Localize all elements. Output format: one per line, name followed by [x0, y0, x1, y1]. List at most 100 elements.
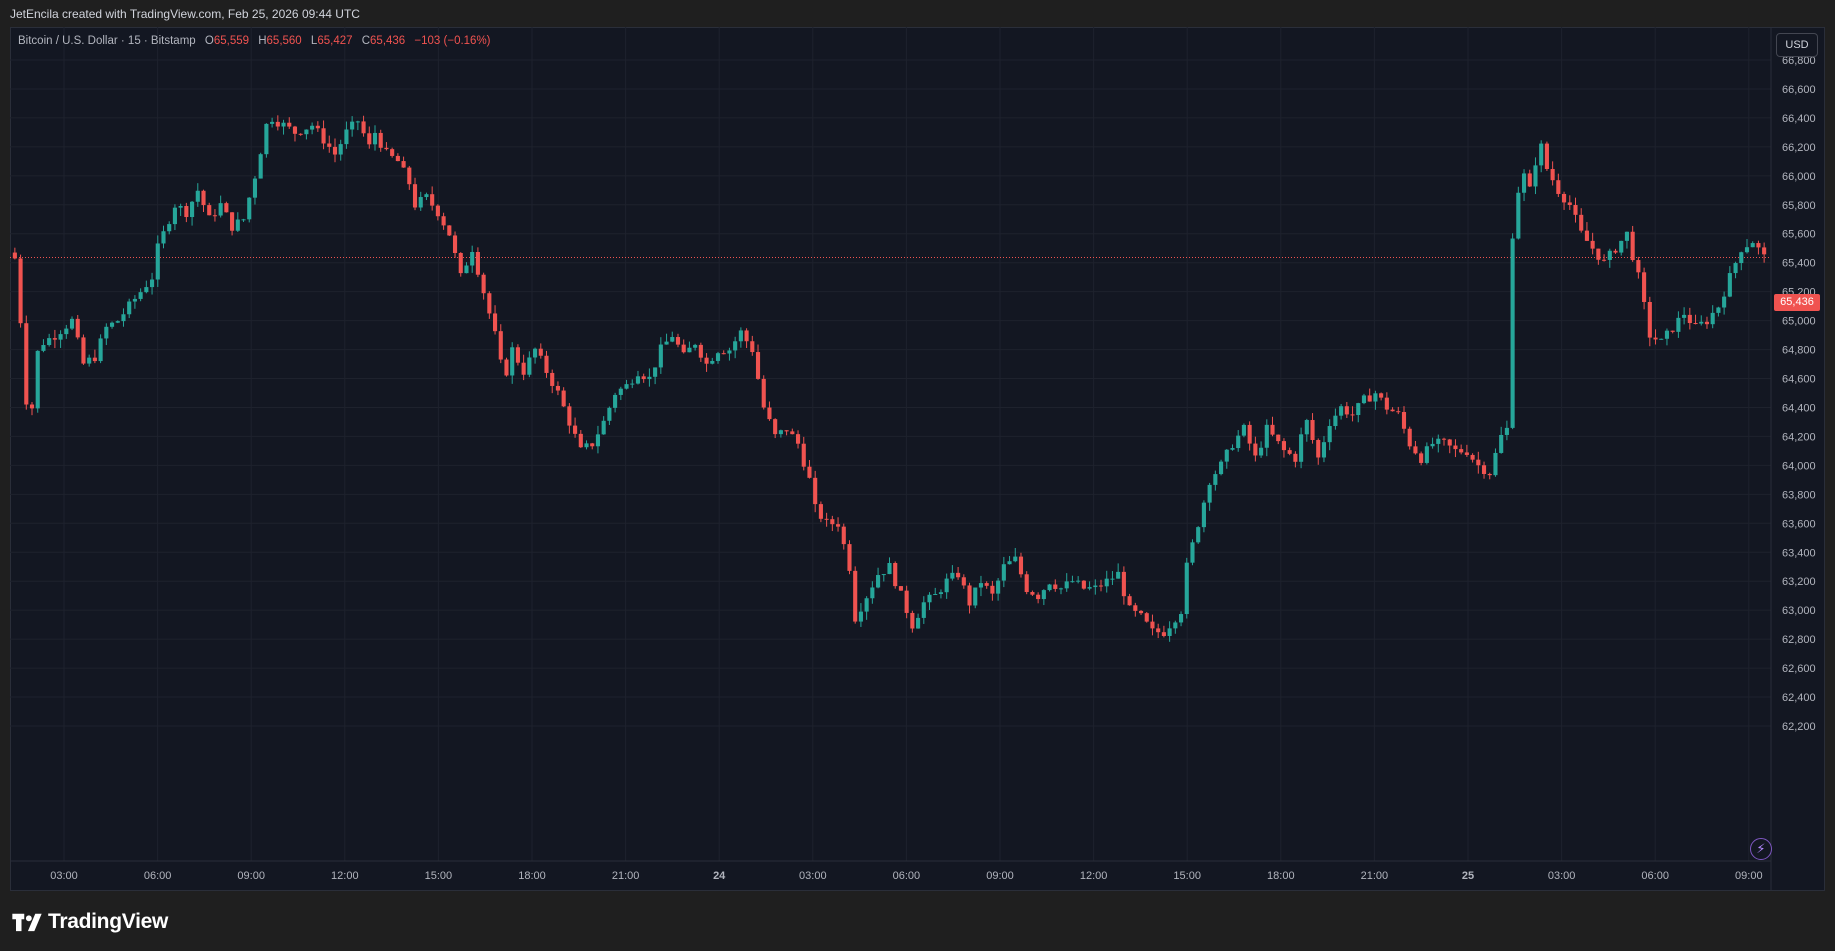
- candle-body: [132, 298, 137, 302]
- candle-body: [687, 347, 692, 353]
- candle-body: [738, 330, 743, 342]
- candle-body: [944, 578, 949, 593]
- candle-body: [1384, 397, 1389, 410]
- candle-body: [41, 345, 46, 351]
- price-tick-label: 63,000: [1782, 605, 1816, 617]
- candle-body: [1310, 420, 1315, 441]
- time-tick-label: 09:00: [237, 870, 265, 882]
- candle-body: [1196, 527, 1201, 543]
- candle-body: [327, 143, 332, 147]
- candle-body: [1178, 614, 1184, 623]
- candle-body: [1744, 247, 1750, 253]
- candle-body: [1270, 424, 1275, 435]
- candle-body: [1293, 453, 1298, 462]
- candle-body: [727, 350, 732, 354]
- lightning-icon[interactable]: ⚡: [1750, 838, 1772, 860]
- candle-body: [1201, 502, 1206, 528]
- grid: [10, 27, 1771, 861]
- candle-body: [407, 167, 412, 185]
- time-tick-label: 15:00: [1173, 870, 1201, 882]
- candle-body: [567, 406, 572, 426]
- candle-body: [1493, 452, 1498, 476]
- candle-body: [984, 583, 989, 586]
- change-value: −103 (−0.16%): [414, 35, 491, 47]
- candle-body: [670, 337, 675, 342]
- candle-body: [1030, 592, 1035, 595]
- candle-body: [870, 587, 875, 599]
- candle-body: [264, 123, 269, 155]
- candle-body: [1659, 338, 1664, 340]
- candle-body: [401, 161, 406, 168]
- candle-body: [950, 572, 955, 579]
- candle-body: [161, 231, 166, 244]
- candle-body: [298, 133, 303, 135]
- candle-body: [1699, 321, 1704, 324]
- price-axis[interactable]: 62,200 62,400 62,600 62,800 63,000 63,200 63,4…: [1782, 55, 1816, 733]
- candle-body: [52, 338, 57, 340]
- price-tick-label: 63,800: [1782, 489, 1816, 501]
- candle-body: [372, 132, 378, 145]
- brand-name: TradingView: [48, 910, 169, 933]
- candle-body: [1339, 406, 1344, 416]
- candle-body: [658, 344, 663, 368]
- candle-body: [1098, 585, 1104, 587]
- candle-body: [1579, 214, 1584, 231]
- candle-body: [1236, 435, 1241, 449]
- candle-body: [1373, 393, 1378, 402]
- candle-body: [1407, 428, 1412, 447]
- candle-body: [384, 147, 389, 150]
- candle-body: [452, 235, 458, 254]
- candle-body: [58, 334, 63, 340]
- candle-body: [321, 128, 326, 144]
- candle-body: [127, 301, 132, 315]
- candle-body: [876, 575, 881, 588]
- candle-body: [1018, 556, 1024, 575]
- open-label: O: [204, 35, 214, 47]
- candle-body: [561, 390, 566, 407]
- candle-body: [504, 359, 509, 376]
- candle-body: [1521, 173, 1527, 193]
- price-tick-label: 66,600: [1782, 84, 1816, 96]
- tradingview-brand[interactable]: TradingView: [10, 908, 168, 936]
- candle-body: [395, 155, 400, 162]
- candle-body: [1321, 442, 1327, 458]
- candle-body: [1138, 610, 1144, 614]
- price-tick-label: 63,600: [1782, 518, 1816, 530]
- candle-body: [430, 194, 435, 206]
- candle-body: [858, 611, 863, 622]
- candle-body: [853, 570, 858, 622]
- candle-body: [1013, 556, 1018, 562]
- time-tick-label: 09:00: [986, 870, 1014, 882]
- candle-body: [1184, 562, 1189, 615]
- candle-body: [304, 129, 309, 135]
- time-tick-label: 18:00: [518, 870, 546, 882]
- chart-panel[interactable]: [10, 27, 1825, 891]
- candle-body: [1693, 323, 1698, 325]
- currency-button[interactable]: USD: [1776, 33, 1818, 57]
- candle-body: [1333, 415, 1338, 427]
- time-axis[interactable]: 03:00 06:00 09:00 12:00 15:00 18:00 21:00 24 03:…: [50, 870, 1762, 882]
- candle-body: [149, 279, 155, 288]
- candle-body: [1727, 273, 1732, 297]
- candle-body: [1653, 337, 1658, 340]
- candle-body: [664, 341, 669, 345]
- candle-body: [710, 360, 715, 364]
- candle-body: [218, 203, 223, 216]
- candle-body: [1299, 434, 1304, 462]
- candle-body: [338, 144, 343, 155]
- candle-body: [201, 190, 206, 206]
- candle-body: [1367, 395, 1372, 402]
- candle-body: [138, 292, 143, 299]
- candle-body: [933, 594, 938, 596]
- candle-body: [1453, 445, 1458, 450]
- candle-body: [921, 602, 926, 618]
- candle-body: [498, 331, 503, 360]
- candle-body: [275, 121, 280, 127]
- candle-body: [967, 585, 972, 606]
- candle-body: [1001, 564, 1006, 581]
- candle-body: [64, 328, 69, 335]
- candle-body: [887, 563, 892, 575]
- candle-body: [767, 407, 772, 420]
- candle-body: [1379, 393, 1384, 398]
- candlestick-chart[interactable]: 62,200 62,400 62,600 62,800 63,000 63,200 63,4…: [10, 27, 1825, 891]
